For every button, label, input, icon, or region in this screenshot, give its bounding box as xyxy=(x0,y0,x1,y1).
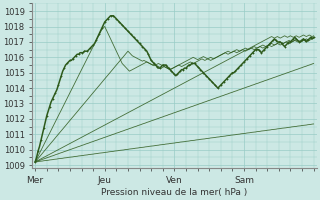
X-axis label: Pression niveau de la mer( hPa ): Pression niveau de la mer( hPa ) xyxy=(101,188,247,197)
